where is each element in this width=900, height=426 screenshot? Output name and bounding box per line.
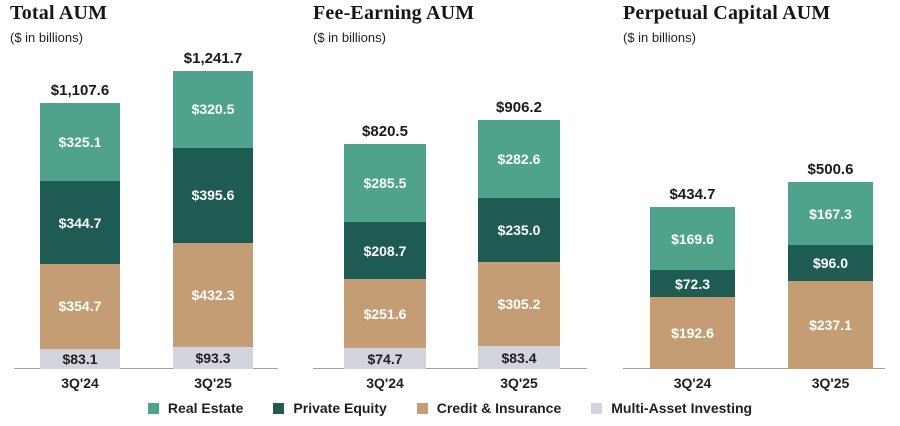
- segment-value-label: $285.5: [363, 174, 407, 191]
- segment-value-label: $305.2: [497, 296, 541, 313]
- x-axis-label: 3Q'24: [673, 375, 712, 391]
- x-axis-label: 3Q'25: [811, 375, 850, 391]
- stacked-bar: $285.5 $208.7 $251.6 $74.7: [344, 143, 426, 369]
- legend-swatch-icon: [147, 402, 159, 414]
- legend-swatch-icon: [416, 402, 428, 414]
- bar-segment-private-equity: $72.3: [650, 270, 735, 298]
- bar-segment-real-estate: $285.5: [344, 143, 426, 222]
- segment-value-label: $169.6: [671, 230, 714, 247]
- segment-value-label: $83.1: [62, 350, 98, 367]
- segment-value-label: $282.6: [497, 150, 541, 167]
- segment-value-label: $83.4: [501, 349, 537, 366]
- bar-total-label: $820.5: [362, 122, 408, 140]
- bar-segment-private-equity: $395.6: [173, 147, 253, 243]
- bar-total-label: $1,241.7: [183, 50, 243, 67]
- bar-total-label: $434.7: [669, 185, 716, 203]
- bar-segment-multi-asset-investing: $83.1: [40, 348, 120, 369]
- legend-swatch-icon: [273, 402, 285, 414]
- x-axis-line: [313, 368, 587, 369]
- segment-value-label: $74.7: [367, 350, 403, 367]
- bar-segment-credit-insurance: $192.6: [650, 297, 735, 369]
- bar-segment-real-estate: $169.6: [650, 206, 735, 271]
- x-axis-label: 3Q'24: [61, 375, 99, 391]
- bar-segment-private-equity: $208.7: [344, 222, 426, 280]
- legend-label: Private Equity: [293, 400, 387, 416]
- segment-value-label: $208.7: [363, 242, 407, 259]
- stacked-bar: $325.1 $344.7 $354.7 $83.1: [40, 103, 120, 369]
- segment-value-label: $354.7: [58, 298, 102, 315]
- bar-segment-private-equity: $235.0: [478, 197, 560, 263]
- segment-value-label: $320.5: [191, 101, 235, 118]
- chart-subtitle: ($ in billions): [623, 30, 696, 45]
- x-axis-label: 3Q'24: [366, 375, 404, 391]
- chart-title: Fee-Earning AUM: [313, 2, 475, 24]
- legend: Real Estate Private Equity Credit & Insura…: [0, 400, 900, 416]
- segment-value-label: $93.3: [195, 349, 231, 366]
- stacked-bar: $167.3 $96.0 $237.1: [788, 182, 873, 369]
- chart-title: Perpetual Capital AUM: [623, 2, 831, 24]
- legend-label: Real Estate: [167, 400, 244, 416]
- segment-value-label: $72.3: [674, 275, 711, 292]
- segment-value-label: $395.6: [191, 187, 235, 204]
- legend-item-real-estate: Real Estate: [147, 400, 244, 416]
- bar-total-label: $1,107.6: [50, 82, 110, 100]
- bar-segment-real-estate: $325.1: [40, 103, 120, 182]
- legend-label: Credit & Insurance: [436, 400, 562, 416]
- plot-area-total-aum: $325.1 $344.7 $354.7 $83.1 $1,107.6 3Q'24 $320…: [0, 0, 300, 426]
- legend-swatch-icon: [591, 402, 603, 414]
- bar-segment-real-estate: $167.3: [788, 182, 873, 245]
- segment-value-label: $344.7: [58, 214, 102, 231]
- bar-segment-credit-insurance: $251.6: [344, 279, 426, 349]
- chart-subtitle: ($ in billions): [10, 30, 83, 45]
- plot-area-fee-earning-aum: $285.5 $208.7 $251.6 $74.7 $820.5 3Q'24 $282.6…: [300, 0, 600, 426]
- segment-value-label: $96.0: [812, 254, 849, 271]
- x-axis-label: 3Q'25: [500, 375, 538, 391]
- legend-item-multi-asset-investing: Multi-Asset Investing: [591, 400, 752, 416]
- legend-label: Multi-Asset Investing: [611, 400, 753, 416]
- bar-total-label: $500.6: [807, 161, 854, 179]
- segment-value-label: $432.3: [191, 286, 235, 303]
- chart-fee-earning-aum: Fee-Earning AUM ($ in billions) $285.5 $2…: [300, 0, 600, 426]
- legend-item-credit-insurance: Credit & Insurance: [416, 400, 562, 416]
- bar-segment-credit-insurance: $237.1: [788, 280, 873, 369]
- chart-perpetual-capital-aum: Perpetual Capital AUM ($ in billions) $1…: [600, 0, 900, 426]
- chart-subtitle: ($ in billions): [313, 30, 386, 45]
- plot-area-perpetual-capital-aum: $169.6 $72.3 $192.6 $434.7 3Q'24 $167.3 $96.0 $…: [600, 0, 900, 426]
- x-axis-label: 3Q'25: [194, 375, 232, 391]
- bar-total-label: $906.2: [496, 99, 542, 117]
- stacked-bar: $320.5 $395.6 $432.3 $93.3: [173, 71, 253, 369]
- bar-segment-private-equity: $344.7: [40, 181, 120, 264]
- legend-item-private-equity: Private Equity: [273, 400, 387, 416]
- segment-value-label: $235.0: [497, 222, 541, 238]
- segment-value-label: $251.6: [363, 305, 407, 322]
- bar-segment-private-equity: $96.0: [788, 244, 873, 281]
- bar-segment-real-estate: $282.6: [478, 120, 560, 198]
- chart-title: Total AUM: [10, 2, 108, 24]
- bar-segment-multi-asset-investing: $93.3: [173, 346, 253, 369]
- stacked-bar: $282.6 $235.0 $305.2 $83.4: [478, 120, 560, 369]
- segment-value-label: $325.1: [58, 134, 102, 151]
- chart-total-aum: Total AUM ($ in billions) $325.1 $344.7 $3…: [0, 0, 300, 426]
- x-axis-line: [14, 368, 278, 369]
- bar-segment-credit-insurance: $354.7: [40, 263, 120, 349]
- bar-segment-real-estate: $320.5: [173, 71, 253, 148]
- stacked-bar: $169.6 $72.3 $192.6: [650, 206, 735, 369]
- bar-segment-multi-asset-investing: $83.4: [478, 346, 560, 369]
- bar-segment-multi-asset-investing: $74.7: [344, 348, 426, 369]
- bar-segment-credit-insurance: $432.3: [173, 242, 253, 347]
- bar-segment-credit-insurance: $305.2: [478, 262, 560, 347]
- segment-value-label: $167.3: [809, 205, 852, 222]
- segment-value-label: $192.6: [671, 325, 714, 342]
- x-axis-line: [623, 368, 885, 369]
- segment-value-label: $237.1: [809, 316, 852, 333]
